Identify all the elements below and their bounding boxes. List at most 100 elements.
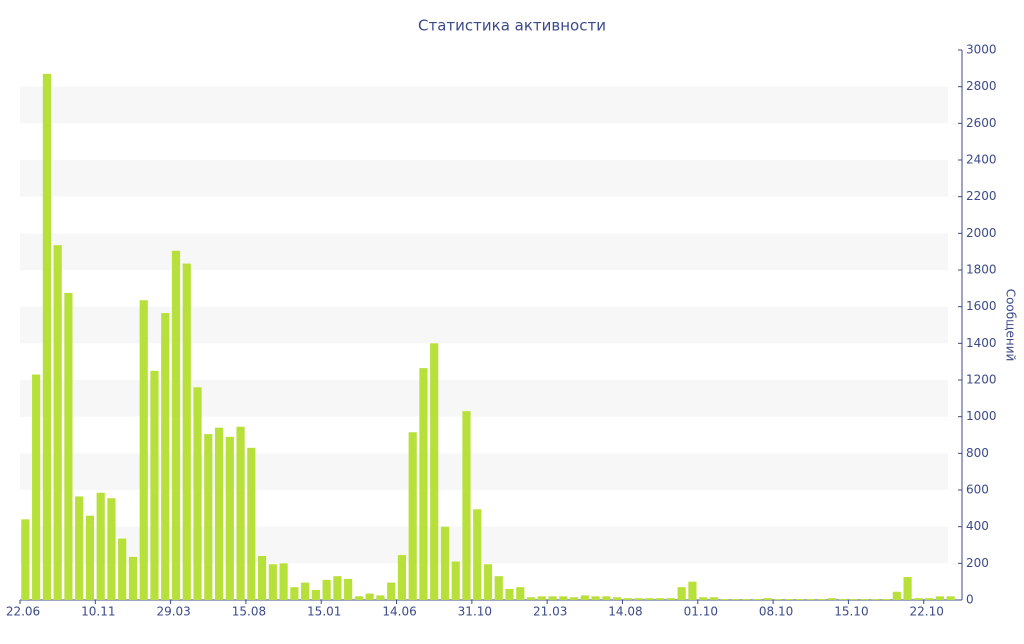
x-tick-label: 08.10 xyxy=(759,605,793,619)
grid-band xyxy=(20,86,948,124)
bar xyxy=(204,434,213,600)
bar xyxy=(419,368,428,600)
y-tick-label: 1400 xyxy=(966,336,997,350)
bar xyxy=(333,576,342,600)
y-tick-label: 1000 xyxy=(966,409,997,423)
x-tick-label: 14.08 xyxy=(608,605,642,619)
bar xyxy=(752,599,762,600)
bar xyxy=(118,538,127,600)
bar xyxy=(731,599,740,600)
bar xyxy=(537,596,546,600)
bar xyxy=(225,436,234,600)
bar xyxy=(580,595,589,600)
bar xyxy=(279,563,288,600)
bar xyxy=(344,578,353,600)
bar xyxy=(96,492,105,600)
bar xyxy=(785,599,794,600)
bar xyxy=(569,597,579,600)
bar xyxy=(75,496,84,600)
y-tick-label: 0 xyxy=(966,593,974,607)
bar xyxy=(688,581,697,600)
bar xyxy=(128,556,138,600)
x-tick-label: 22.10 xyxy=(910,605,944,619)
grid-band xyxy=(20,453,948,490)
bar xyxy=(860,599,869,600)
x-tick-label: 31.10 xyxy=(458,605,492,619)
bar xyxy=(505,589,514,600)
bar xyxy=(42,73,51,601)
bar xyxy=(290,587,299,600)
bar xyxy=(193,387,202,600)
bar xyxy=(548,596,557,600)
y-tick-label: 1200 xyxy=(966,373,997,387)
y-tick-label: 1800 xyxy=(966,263,997,277)
grid-band xyxy=(20,233,948,270)
grid-band xyxy=(20,380,948,417)
bar xyxy=(720,599,729,600)
bar xyxy=(709,597,719,600)
bar xyxy=(516,587,525,600)
bar xyxy=(161,313,170,600)
bar xyxy=(613,597,622,600)
bar xyxy=(257,556,267,600)
bar xyxy=(559,596,568,600)
bar xyxy=(322,579,331,600)
bar xyxy=(440,526,450,600)
y-tick-label: 2600 xyxy=(966,116,997,130)
bar xyxy=(107,498,116,600)
bar xyxy=(828,598,837,600)
x-tick-label: 14.06 xyxy=(382,605,416,619)
bar xyxy=(301,582,310,600)
bar xyxy=(365,593,374,600)
y-tick-label: 2800 xyxy=(966,79,997,93)
y-tick-label: 600 xyxy=(966,483,989,497)
bar xyxy=(914,598,923,600)
y-tick-label: 1600 xyxy=(966,299,997,313)
bar xyxy=(925,598,934,600)
x-tick-label: 15.01 xyxy=(307,605,341,619)
bar xyxy=(387,582,396,600)
bar xyxy=(53,245,62,600)
bar xyxy=(742,599,751,600)
bar xyxy=(171,250,181,600)
bar xyxy=(677,587,686,600)
y-tick-label: 2000 xyxy=(966,226,997,240)
bar xyxy=(473,509,482,600)
bar xyxy=(946,596,955,600)
bar xyxy=(849,599,858,600)
bar xyxy=(268,564,277,600)
bar xyxy=(881,599,891,600)
bar xyxy=(903,577,912,600)
bar xyxy=(64,292,73,600)
bar xyxy=(645,598,654,600)
bar xyxy=(699,597,708,600)
x-tick-label: 01.10 xyxy=(684,605,718,619)
bar xyxy=(354,596,363,600)
x-tick-label: 15.08 xyxy=(232,605,266,619)
bar xyxy=(634,598,643,600)
bar xyxy=(451,561,460,600)
bar xyxy=(892,591,901,600)
x-tick-label: 10.11 xyxy=(81,605,115,619)
x-tick-label: 21.03 xyxy=(533,605,567,619)
bar xyxy=(214,427,224,600)
bar xyxy=(871,599,880,600)
bar xyxy=(397,555,407,600)
grid-band xyxy=(20,526,948,564)
bar xyxy=(838,599,848,600)
bar xyxy=(774,599,783,600)
x-tick-label: 15.10 xyxy=(834,605,868,619)
bar xyxy=(85,515,95,600)
bar xyxy=(247,447,256,600)
chart-title: Статистика активности xyxy=(418,17,606,35)
y-tick-label: 400 xyxy=(966,519,989,533)
x-tick-label: 22.06 xyxy=(6,605,40,619)
bar xyxy=(526,597,536,600)
bar xyxy=(623,598,632,600)
bar xyxy=(656,598,665,600)
bar xyxy=(376,595,385,600)
y-axis-title: Сообщений xyxy=(1004,289,1018,362)
bar xyxy=(311,589,320,600)
bar xyxy=(494,576,503,600)
